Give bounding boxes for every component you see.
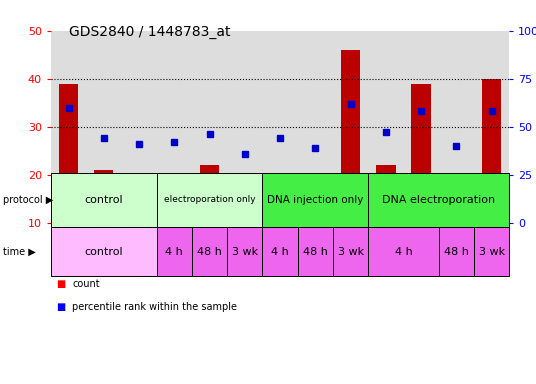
Bar <box>200 165 219 223</box>
Bar <box>474 31 509 223</box>
Text: 48 h: 48 h <box>444 247 469 257</box>
Bar <box>404 31 438 223</box>
Bar <box>129 180 149 223</box>
Text: ■: ■ <box>56 302 65 312</box>
Bar <box>438 31 474 223</box>
Text: 4 h: 4 h <box>394 247 412 257</box>
Text: 48 h: 48 h <box>303 247 327 257</box>
Text: 4 h: 4 h <box>271 247 289 257</box>
Bar <box>94 170 114 223</box>
Bar <box>446 189 466 223</box>
Text: 3 wk: 3 wk <box>338 247 363 257</box>
Bar <box>192 31 227 223</box>
Text: count: count <box>72 279 100 289</box>
Bar <box>86 31 122 223</box>
Text: 3 wk: 3 wk <box>232 247 258 257</box>
Bar <box>165 199 184 223</box>
Text: 3 wk: 3 wk <box>479 247 504 257</box>
Text: time ▶: time ▶ <box>3 247 35 257</box>
Bar <box>368 31 404 223</box>
Text: control: control <box>85 195 123 205</box>
Bar <box>341 50 360 223</box>
Bar <box>306 194 325 223</box>
Text: control: control <box>85 247 123 257</box>
Text: ■: ■ <box>56 279 65 289</box>
Text: percentile rank within the sample: percentile rank within the sample <box>72 302 237 312</box>
Bar <box>376 165 396 223</box>
Text: 48 h: 48 h <box>197 247 222 257</box>
Text: protocol ▶: protocol ▶ <box>3 195 53 205</box>
Bar <box>227 31 263 223</box>
Bar <box>482 79 501 223</box>
Bar <box>270 175 290 223</box>
Text: 4 h: 4 h <box>166 247 183 257</box>
Bar <box>157 31 192 223</box>
Bar <box>333 31 368 223</box>
Bar <box>411 84 431 223</box>
Bar <box>263 31 297 223</box>
Text: DNA electroporation: DNA electroporation <box>382 195 495 205</box>
Text: electroporation only: electroporation only <box>163 195 255 204</box>
Bar <box>51 31 86 223</box>
Bar <box>235 213 255 223</box>
Text: DNA injection only: DNA injection only <box>267 195 363 205</box>
Text: GDS2840 / 1448783_at: GDS2840 / 1448783_at <box>69 25 231 39</box>
Bar <box>59 84 78 223</box>
Bar <box>122 31 157 223</box>
Bar <box>297 31 333 223</box>
